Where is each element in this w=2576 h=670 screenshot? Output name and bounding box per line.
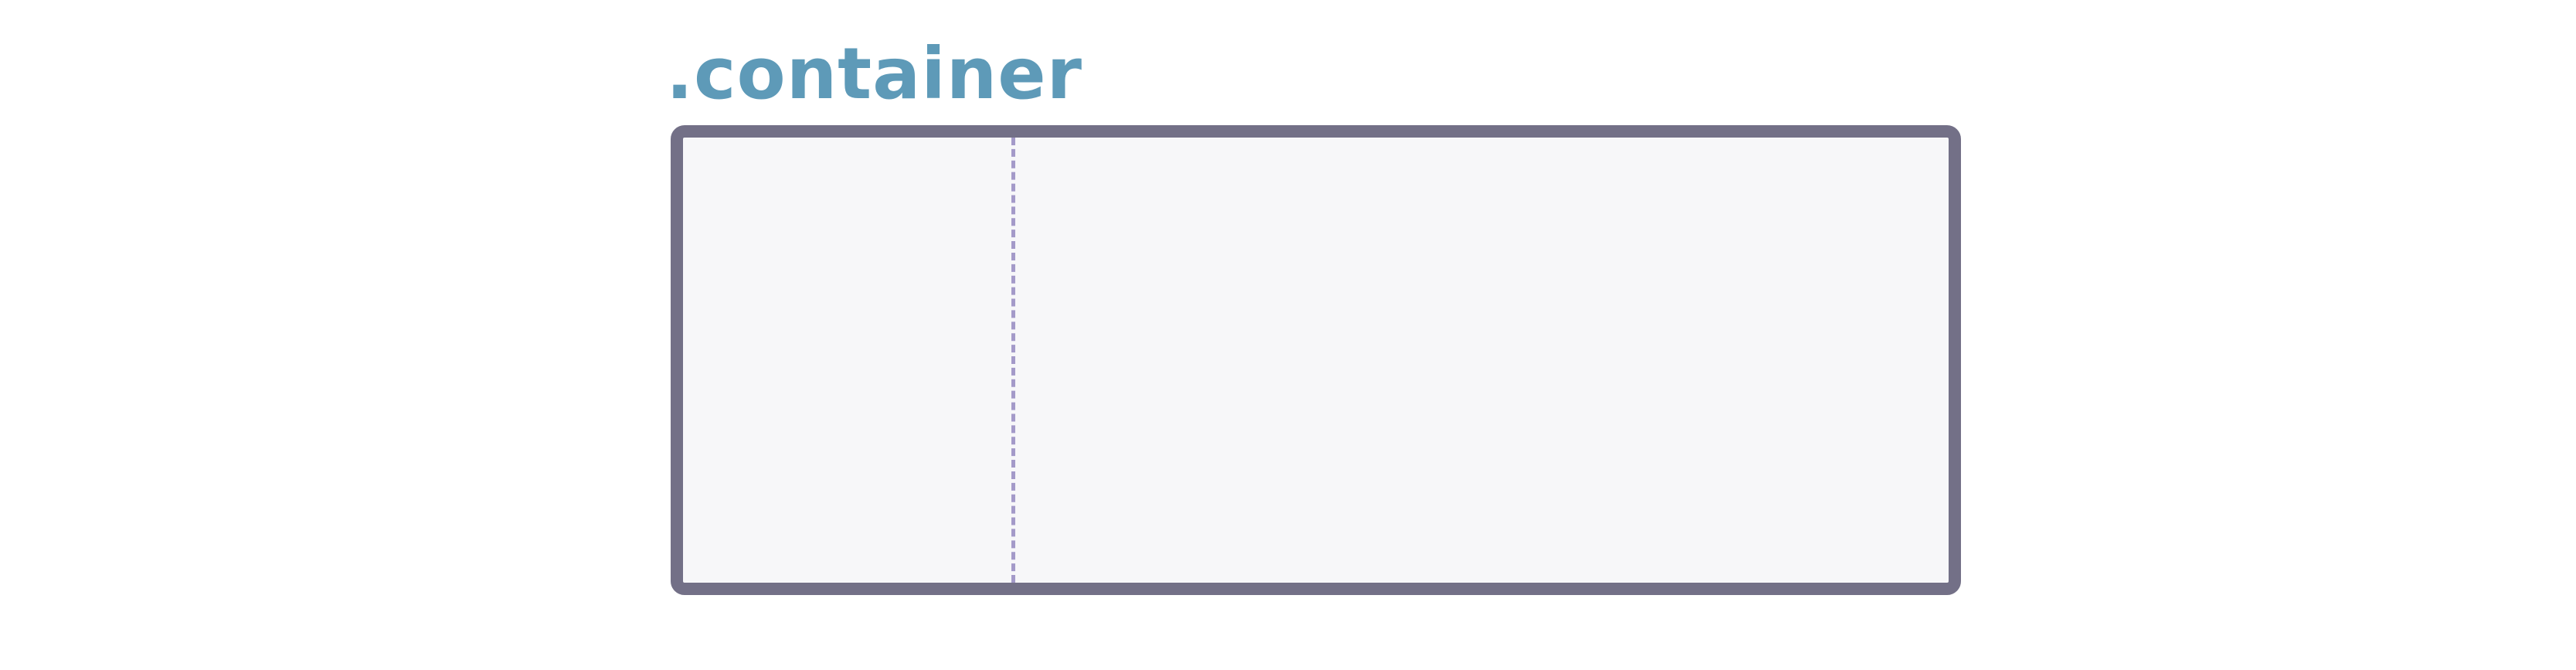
container-label: .container bbox=[666, 32, 1083, 115]
container-box bbox=[671, 125, 1961, 595]
dashed-guide-line bbox=[1011, 138, 1015, 583]
